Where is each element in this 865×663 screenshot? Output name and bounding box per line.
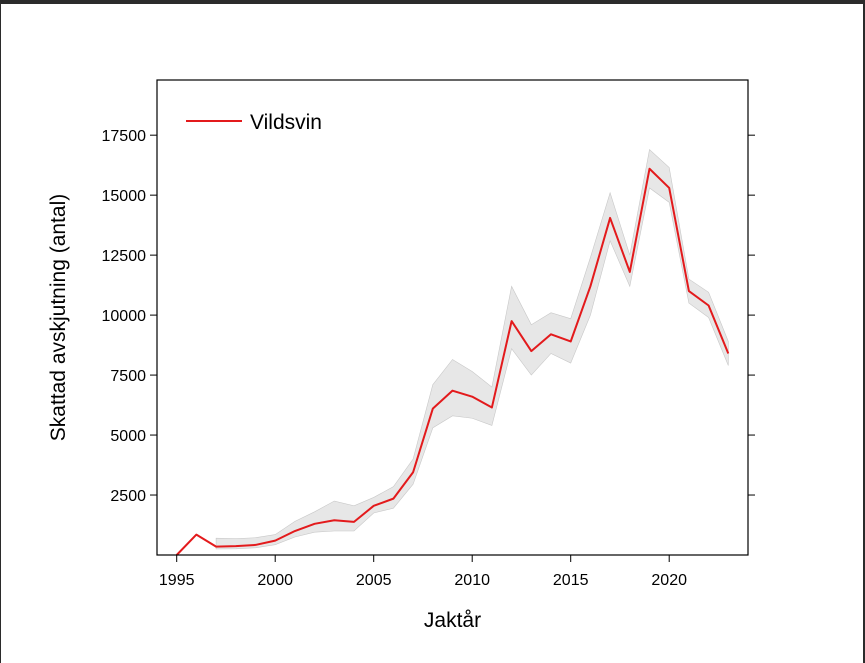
y-tick-label: 10000 (102, 308, 147, 325)
x-tick-label: 2000 (257, 572, 293, 589)
confidence-band-layer (215, 148, 729, 550)
series-line-layer (175, 167, 730, 556)
series-line-vildsvin (175, 167, 730, 556)
x-tick-label: 2015 (553, 572, 589, 589)
x-tick-label: 2005 (356, 572, 392, 589)
y-tick-label: 15000 (102, 188, 147, 205)
y-tick-label: 2500 (110, 488, 146, 505)
y-axis-ticks: 2500 5000 7500 10000 12500 15000 17500 (102, 128, 755, 505)
legend-label-vildsvin: Vildsvin (250, 111, 322, 134)
confidence-band-vildsvin (215, 148, 729, 550)
x-tick-label: 1995 (159, 572, 195, 589)
x-tick-label: 2020 (651, 572, 687, 589)
y-tick-label: 5000 (110, 428, 146, 445)
y-axis-title: Skattad avskjutning (antal) (47, 194, 70, 441)
plot-area-border (156, 79, 749, 556)
x-axis-title: Jaktår (424, 609, 481, 632)
y-tick-label: 7500 (110, 368, 146, 385)
legend: Vildsvin (186, 111, 322, 134)
x-axis-ticks: 1995 2000 2005 2010 2015 2020 (159, 555, 687, 589)
y-tick-label: 12500 (102, 248, 147, 265)
y-tick-label: 17500 (102, 128, 147, 145)
x-tick-label: 2010 (454, 572, 490, 589)
line-chart: 1995 2000 2005 2010 2015 2020 2500 5000 7500 100… (47, 79, 755, 632)
